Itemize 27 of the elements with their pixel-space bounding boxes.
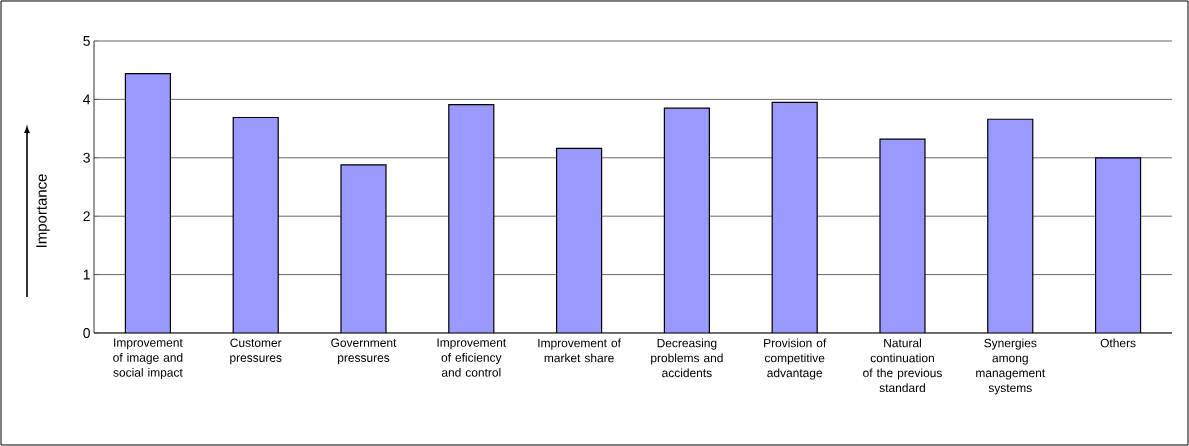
x-tick-label: Improvement of market share	[538, 338, 621, 363]
bar	[664, 108, 710, 333]
bar	[879, 139, 925, 333]
x-tick-label: Natural continuation of the previous standard	[863, 338, 942, 393]
x-tick-label: Others	[1100, 338, 1136, 348]
bar	[772, 102, 818, 333]
x-tick-label: Government pressures	[331, 338, 397, 365]
bar	[341, 164, 386, 333]
bar	[448, 104, 494, 333]
y-tick-label: 5	[83, 36, 90, 46]
x-tick-label: Provision of competitive advantage	[764, 338, 827, 380]
y-tick-label: 2	[83, 211, 90, 222]
bar	[987, 119, 1033, 333]
bar	[125, 73, 171, 333]
bar	[556, 148, 602, 333]
y-tick-label: 4	[83, 94, 91, 105]
y-tick-label: 0	[83, 328, 90, 338]
x-tick-label: Improvement of eficiency and control	[437, 338, 507, 377]
y-axis-title: Importance	[36, 174, 50, 247]
x-tick-label: Improvement of image and social impact	[113, 338, 183, 380]
y-tick-label: 1	[83, 269, 90, 280]
x-tick-label: Synergies among management systems	[976, 338, 1046, 395]
x-tick-label: Customer pressures	[230, 338, 282, 365]
x-tick-label: Decreasing problems and accidents	[651, 338, 723, 378]
bar	[1094, 157, 1142, 333]
bar	[233, 117, 279, 333]
y-tick-label: 3	[83, 152, 90, 163]
